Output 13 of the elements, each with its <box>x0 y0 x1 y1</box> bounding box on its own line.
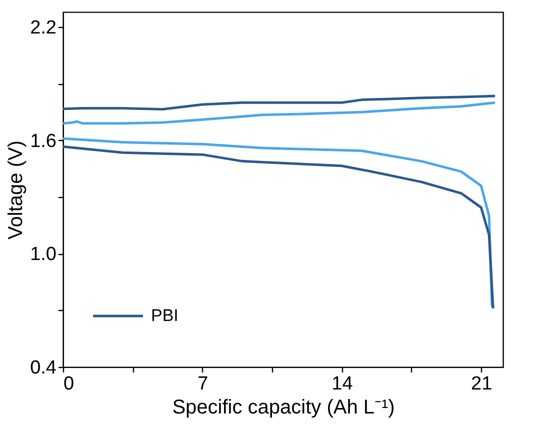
legend-label: PBI <box>151 306 178 325</box>
y-tick-label: 1.0 <box>30 244 56 266</box>
x-tick-label: 7 <box>198 374 208 394</box>
x-tick-label: 0 <box>64 374 74 394</box>
y-tick-label: 1.6 <box>30 130 56 152</box>
x-axis-title: Specific capacity (Ah L⁻¹) <box>172 396 395 418</box>
x-tick-label: 21 <box>471 374 492 394</box>
line-series <box>63 94 496 110</box>
x-tick-label: 14 <box>332 374 354 394</box>
y-tick-label: 2.2 <box>30 18 56 39</box>
y-tick-label: 0.4 <box>30 358 57 378</box>
line-series <box>63 101 496 125</box>
y-axis-title: Voltage (V) <box>5 140 28 240</box>
